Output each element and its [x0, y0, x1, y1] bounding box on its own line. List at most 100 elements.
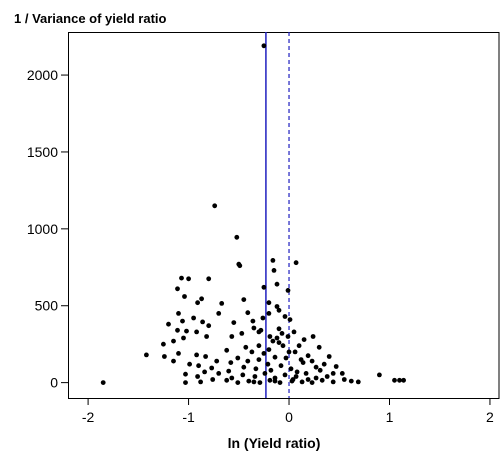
data-point — [175, 286, 180, 292]
data-point — [260, 315, 266, 321]
y-tick-label: 1500 — [27, 144, 58, 160]
data-point — [226, 368, 232, 374]
data-point — [202, 369, 208, 375]
data-point — [274, 304, 280, 309]
data-point — [237, 263, 243, 269]
data-point — [187, 361, 193, 367]
data-point — [210, 377, 216, 382]
data-point — [292, 349, 298, 355]
data-point — [182, 294, 187, 299]
data-point — [214, 358, 220, 364]
data-point — [348, 378, 354, 384]
data-point — [279, 331, 285, 336]
data-point — [339, 371, 345, 376]
data-point — [266, 347, 272, 352]
data-point — [216, 311, 222, 316]
data-point — [266, 300, 272, 306]
y-tick-label: 0 — [50, 375, 58, 391]
data-point — [313, 375, 319, 381]
data-point — [256, 343, 262, 349]
data-point — [195, 300, 201, 306]
data-point — [204, 334, 210, 339]
data-point — [176, 311, 181, 316]
data-point — [261, 351, 267, 356]
data-point — [267, 334, 273, 339]
data-point — [285, 288, 291, 293]
data-point — [191, 315, 197, 321]
data-point — [183, 380, 188, 385]
data-point — [251, 325, 257, 331]
data-point — [309, 358, 315, 364]
data-point — [219, 301, 225, 306]
data-point — [321, 361, 327, 367]
data-point — [183, 371, 188, 377]
data-point — [245, 358, 251, 364]
data-point — [276, 307, 282, 313]
data-point — [176, 351, 181, 356]
data-point — [196, 363, 202, 369]
y-tick-label: 2000 — [27, 67, 58, 83]
data-point — [199, 296, 205, 302]
data-point — [324, 374, 330, 379]
data-point — [317, 367, 323, 373]
data-point — [309, 380, 315, 385]
data-point — [257, 380, 263, 385]
data-point — [243, 344, 249, 350]
data-point — [401, 377, 406, 383]
data-point — [216, 371, 222, 376]
data-point — [272, 378, 278, 384]
data-point — [166, 321, 171, 327]
data-point — [294, 369, 300, 375]
data-point — [280, 343, 286, 349]
data-point — [285, 334, 291, 339]
data-point — [179, 275, 184, 281]
data-point — [171, 358, 176, 364]
data-point — [144, 352, 149, 358]
data-point — [240, 372, 246, 378]
data-point — [235, 380, 241, 385]
data-point — [278, 363, 284, 369]
data-point — [252, 374, 258, 379]
y-tick-label: 500 — [35, 298, 59, 314]
data-point — [288, 366, 294, 372]
data-point — [261, 284, 267, 290]
data-point — [224, 377, 230, 383]
data-point — [397, 377, 402, 383]
data-point — [305, 377, 311, 382]
data-point — [290, 377, 296, 382]
x-tick-label: -2 — [82, 409, 95, 425]
data-point — [270, 258, 276, 263]
data-point — [241, 364, 247, 370]
data-point — [262, 371, 268, 376]
data-point — [377, 372, 382, 378]
data-point — [330, 379, 336, 385]
data-point — [194, 352, 200, 358]
data-point — [198, 379, 204, 385]
data-point — [293, 260, 299, 266]
data-point — [266, 311, 272, 316]
plot-frame — [68, 32, 500, 399]
data-point — [271, 268, 277, 273]
data-point — [326, 354, 332, 359]
data-point — [272, 354, 278, 360]
data-point — [181, 335, 186, 341]
data-point — [161, 341, 166, 347]
x-tick-label: 1 — [386, 409, 394, 425]
data-point — [231, 320, 237, 325]
data-point — [245, 310, 251, 316]
data-point — [203, 354, 209, 359]
data-point — [171, 338, 176, 344]
data-point — [162, 354, 167, 359]
chart-title: 1 / Variance of yield ratio — [14, 11, 167, 26]
data-point — [234, 234, 240, 240]
data-point — [299, 379, 305, 385]
data-point — [313, 364, 319, 370]
data-point — [239, 331, 245, 336]
data-point — [270, 338, 276, 344]
data-point — [274, 281, 280, 287]
data-point — [330, 371, 336, 376]
data-point — [180, 318, 185, 324]
data-point — [246, 378, 252, 384]
data-point — [392, 377, 397, 383]
data-point — [249, 349, 255, 355]
